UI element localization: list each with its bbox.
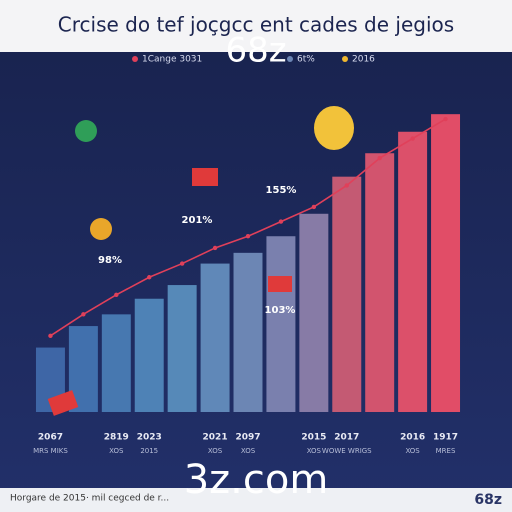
trend-point [443,116,448,122]
footer: Horgare de 2015· mil cegced de r... [10,494,169,504]
trend-point [179,261,185,266]
title-band [0,0,512,52]
flag-icon [192,168,218,186]
x-sublabel: XOS [405,447,420,455]
legend-marker [132,56,138,62]
x-sublabel: MRES [436,447,456,455]
watermark: 3z.com [184,457,329,503]
x-tick-label: 2021 [203,433,228,443]
bar [431,114,461,413]
trend-point [311,204,317,210]
trend-point [48,333,53,339]
x-tick-label: 2015 [301,433,326,443]
bar [134,298,164,412]
coin-icon [75,120,97,142]
footer-logo: 68z [474,492,502,508]
trend-point [344,183,349,188]
x-sublabel: MRS MIKS [33,447,68,455]
footer-band [0,488,512,512]
x-sublabel: WOWE WRIGS [322,447,372,455]
trend-point [278,219,284,224]
bar [398,131,428,413]
chart-title: Crcise do tef joçgcc ent cades de jegios [58,13,454,37]
annotation: 201% [182,215,213,226]
coin-icon [90,218,112,240]
balloon-icon [314,106,354,150]
bar [332,176,362,412]
annotation: 98% [98,255,122,266]
legend-label: 2016 [352,55,375,65]
watermark: 68z [225,31,286,71]
x-sublabel: XOS [307,447,322,455]
x-sublabel: XOS [208,447,223,455]
x-sublabel: XOS [109,447,124,455]
legend-marker [287,56,293,62]
bar [200,263,230,412]
x-sublabel: XOS [241,447,256,455]
x-tick-label: 2097 [235,433,260,443]
trend-point [245,234,251,239]
trend-point [81,312,86,317]
trend-point [114,292,119,298]
legend-label: 6t% [297,55,315,65]
annotation: 155% [266,185,297,196]
trend-point [212,245,218,251]
x-sublabel: 2015 [140,447,158,455]
bar [365,153,395,412]
x-tick-label: 2819 [104,433,129,443]
bar [299,213,329,412]
trend-point [410,136,415,141]
bar [233,252,263,412]
x-tick-label: 2023 [137,433,162,443]
legend-marker [342,56,348,62]
tag-icon [47,390,79,416]
bar [167,285,197,412]
flag-icon [268,276,292,292]
bar [101,314,131,412]
legend-label: 1Cange 3031 [142,55,202,65]
x-tick-label: 2017 [334,433,359,443]
trend-point [147,275,152,280]
annotation: 103% [265,305,296,316]
bar [266,236,296,412]
x-tick-label: 2016 [400,433,425,443]
trend-point [377,155,382,161]
x-tick-label: 2067 [38,433,63,443]
x-tick-label: 1917 [433,433,458,443]
